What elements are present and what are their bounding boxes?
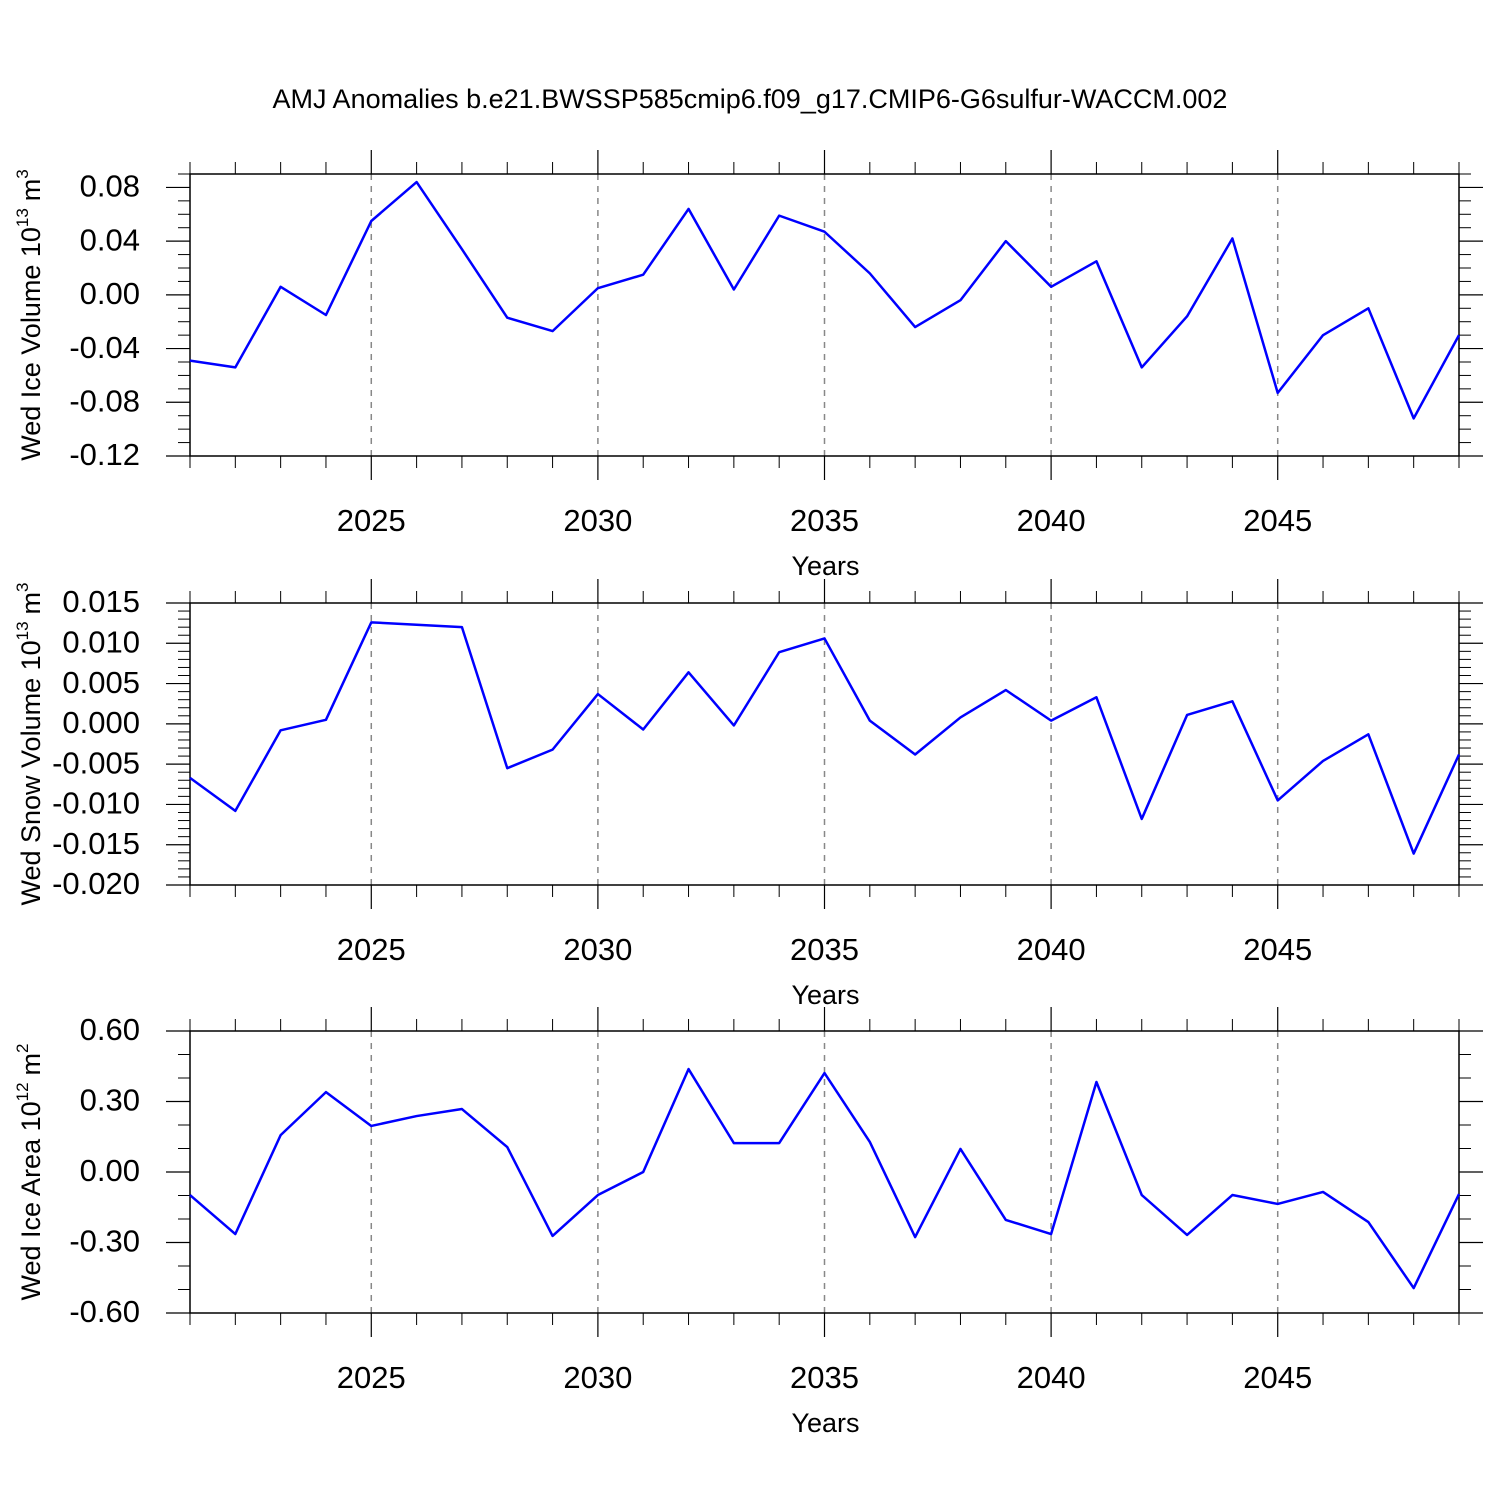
x-tick-label: 2035 bbox=[790, 932, 859, 967]
y-tick-label: -0.005 bbox=[52, 745, 140, 780]
x-tick-label: 2040 bbox=[1017, 932, 1086, 967]
y-tick-label: -0.30 bbox=[69, 1224, 140, 1259]
data-line bbox=[189, 180, 1461, 420]
x-axis-label: Years bbox=[791, 980, 859, 1010]
y-axis-label-part: Wed Ice Volume 10 bbox=[16, 227, 46, 461]
x-tick-label: 2035 bbox=[790, 1360, 859, 1395]
y-tick-label: 0.000 bbox=[62, 705, 140, 740]
y-tick-label: 0.010 bbox=[62, 624, 140, 659]
y-axis-label-part: 13 bbox=[13, 208, 32, 227]
x-tick-label: 2035 bbox=[790, 503, 859, 538]
y-tick-label: 0.00 bbox=[80, 1153, 140, 1188]
data-line bbox=[189, 621, 1461, 855]
plot-frame bbox=[189, 1030, 1460, 1314]
x-tick-label: 2045 bbox=[1243, 932, 1312, 967]
y-tick-label: 0.015 bbox=[62, 584, 140, 619]
y-axis-label-part: m bbox=[16, 1053, 46, 1076]
y-axis-label-part: 12 bbox=[13, 1082, 32, 1101]
x-axis-label: Years bbox=[791, 551, 859, 581]
y-tick-label: -0.010 bbox=[52, 786, 140, 821]
y-tick-label: 0.00 bbox=[80, 276, 140, 311]
y-axis-label-part: 13 bbox=[13, 621, 32, 640]
y-tick-label: -0.60 bbox=[69, 1294, 140, 1329]
y-tick-label: 0.30 bbox=[80, 1083, 140, 1118]
y-tick-label: 0.08 bbox=[80, 169, 140, 204]
y-tick-label: 0.005 bbox=[62, 665, 140, 700]
x-tick-label: 2030 bbox=[563, 932, 632, 967]
x-tick-label: 2030 bbox=[563, 503, 632, 538]
y-axis-label-part: 3 bbox=[13, 582, 32, 591]
y-tick-label: 0.60 bbox=[80, 1012, 140, 1047]
x-tick-label: 2045 bbox=[1243, 1360, 1312, 1395]
y-tick-label: -0.015 bbox=[52, 826, 140, 861]
x-tick-label: 2025 bbox=[337, 1360, 406, 1395]
y-axis-label-part: m bbox=[16, 592, 46, 615]
y-axis-label: Wed Snow Volume 1013 m3 bbox=[13, 582, 46, 905]
x-tick-label: 2040 bbox=[1017, 1360, 1086, 1395]
y-axis-label-part: 2 bbox=[13, 1043, 32, 1052]
x-tick-label: 2025 bbox=[337, 503, 406, 538]
x-tick-label: 2025 bbox=[337, 932, 406, 967]
y-axis-label-part: Wed Ice Area 10 bbox=[16, 1101, 46, 1300]
figure-title: AMJ Anomalies b.e21.BWSSP585cmip6.f09_g1… bbox=[273, 84, 1228, 114]
y-tick-label: -0.08 bbox=[69, 383, 140, 418]
plot-frame bbox=[189, 173, 1460, 457]
plot-frame bbox=[189, 602, 1460, 886]
data-line bbox=[189, 1067, 1461, 1290]
y-tick-label: 0.04 bbox=[80, 222, 140, 257]
x-tick-label: 2045 bbox=[1243, 503, 1312, 538]
y-tick-label: -0.04 bbox=[69, 330, 140, 365]
y-tick-label: -0.020 bbox=[52, 866, 140, 901]
y-tick-label: -0.12 bbox=[69, 437, 140, 472]
x-tick-label: 2030 bbox=[563, 1360, 632, 1395]
y-axis-label-part: m bbox=[16, 179, 46, 202]
y-axis-label-part: Wed Snow Volume 10 bbox=[16, 640, 46, 905]
y-axis-label: Wed Ice Area 1012 m2 bbox=[13, 1043, 46, 1300]
x-axis-label: Years bbox=[791, 1408, 859, 1438]
y-axis-label-part: 3 bbox=[13, 169, 32, 178]
y-axis-label: Wed Ice Volume 1013 m3 bbox=[13, 169, 46, 461]
x-tick-label: 2040 bbox=[1017, 503, 1086, 538]
